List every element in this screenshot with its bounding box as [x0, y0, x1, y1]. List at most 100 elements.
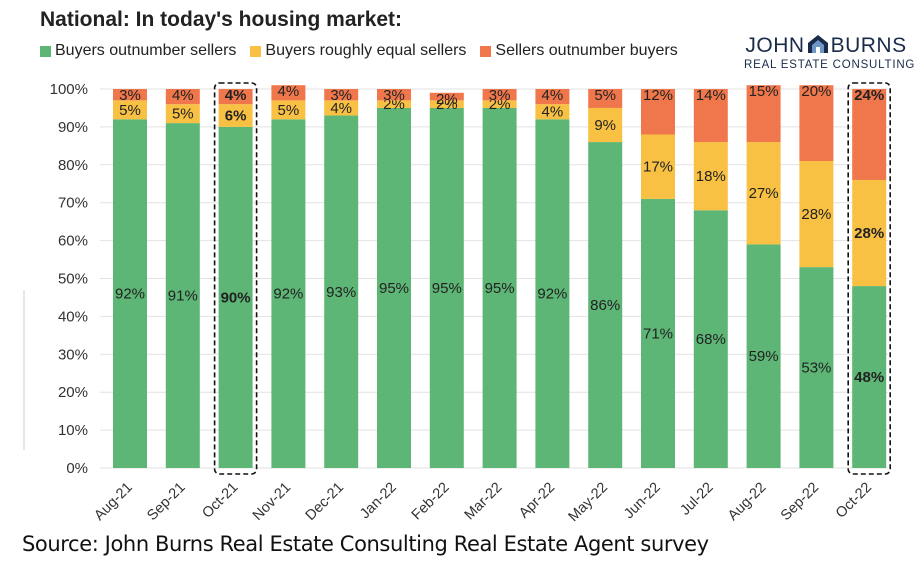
x-axis-ticks: Aug-21 Sep-21 Oct-21 Nov-21 Dec-21 Jan-22 Feb-… — [91, 480, 875, 526]
bar-segment-roughly-equal — [482, 100, 517, 108]
bar-segment-buyers-outnumber — [535, 119, 570, 468]
legend-item-buyers-outnumber: Buyers outnumber sellers — [40, 42, 236, 60]
x-tick-label: Sep-22 — [778, 480, 822, 524]
data-label: 28% — [854, 225, 884, 242]
x-tick-label: Mar-22 — [462, 480, 506, 524]
data-label: 9% — [594, 117, 616, 134]
data-label: 12% — [643, 87, 673, 104]
bar-segment-sellers-outnumber — [641, 89, 675, 135]
data-label: 3% — [489, 87, 511, 104]
data-label: 95% — [432, 280, 462, 297]
highlight-boxes — [213, 82, 892, 475]
logo-word-left: JOHN — [745, 34, 805, 57]
bar-segment-sellers-outnumber — [693, 89, 728, 143]
stacked-bar-chart: 92%5%3%91%5%4%90%6%4%92%5%4%93%4%3%95%2%… — [23, 81, 892, 526]
y-tick-label: 20% — [58, 384, 88, 401]
bar-segment-roughly-equal — [271, 100, 306, 120]
y-tick-label: 10% — [58, 422, 88, 439]
data-label: 5% — [172, 106, 194, 123]
data-label: 53% — [801, 360, 831, 377]
legend-swatch — [480, 45, 492, 57]
x-tick-label: Jan-22 — [357, 480, 400, 523]
data-label: 2% — [383, 96, 405, 113]
bar-segment-buyers-outnumber — [641, 198, 675, 468]
data-label: 28% — [801, 206, 831, 223]
data-label: 48% — [854, 369, 884, 386]
legend-label: Buyers roughly equal sellers — [265, 42, 467, 59]
legend-item-sellers-outnumber: Sellers outnumber buyers — [480, 42, 678, 60]
y-tick-label: 50% — [58, 271, 88, 288]
data-label: 95% — [379, 280, 409, 297]
bar-segment-sellers-outnumber — [218, 89, 253, 105]
data-label: 5% — [278, 102, 300, 119]
bar-segment-roughly-equal — [218, 104, 253, 127]
data-label: 6% — [225, 108, 247, 125]
bar-segment-roughly-equal — [693, 142, 728, 211]
bar-segment-sellers-outnumber — [535, 89, 570, 105]
data-label: 4% — [542, 104, 564, 121]
data-label: 92% — [273, 286, 303, 303]
legend-swatch — [40, 45, 51, 57]
data-label: 3% — [383, 87, 405, 104]
data-label: 86% — [590, 297, 620, 314]
data-label: 91% — [168, 288, 198, 305]
bar-segment-roughly-equal — [165, 104, 200, 124]
bar-segment-buyers-outnumber — [271, 119, 306, 468]
data-label: 59% — [749, 348, 779, 365]
x-tick-label: Nov-21 — [250, 480, 294, 524]
data-label: 4% — [542, 87, 564, 104]
bar-segment-sellers-outnumber — [482, 89, 517, 101]
data-label: 20% — [801, 83, 831, 100]
y-tick-label: 60% — [58, 233, 88, 250]
data-label: 95% — [485, 280, 515, 297]
data-label: 24% — [854, 87, 884, 104]
bar-segment-sellers-outnumber — [113, 89, 147, 101]
data-label: 71% — [643, 325, 673, 342]
data-label: 3% — [330, 87, 352, 104]
bar-segment-buyers-outnumber — [852, 286, 887, 468]
data-label: 2% — [489, 96, 511, 113]
bar-segment-sellers-outnumber — [746, 85, 781, 143]
data-label: 92% — [537, 286, 567, 303]
bar-segment-buyers-outnumber — [165, 123, 200, 469]
chart-title: National: In today's housing market: — [40, 8, 403, 31]
bar-segment-roughly-equal — [641, 134, 675, 199]
bar-segment-roughly-equal — [429, 100, 464, 108]
logo-tagline: REAL ESTATE CONSULTING — [744, 59, 916, 71]
bar-segment-buyers-outnumber — [588, 142, 623, 468]
bar-segment-roughly-equal — [324, 100, 359, 116]
legend: Buyers outnumber sellers Buyers roughly … — [40, 42, 678, 60]
legend-label: Buyers outnumber sellers — [55, 42, 237, 59]
bar-segment-buyers-outnumber — [113, 119, 147, 468]
highlight-box — [847, 82, 892, 475]
y-tick-label: 100% — [50, 81, 88, 98]
bar-segment-roughly-equal — [535, 104, 570, 120]
bar-segment-buyers-outnumber — [482, 107, 517, 468]
x-tick-label: Sep-21 — [144, 480, 188, 524]
bar-segment-sellers-outnumber — [324, 89, 359, 101]
bar-segment-buyers-outnumber — [218, 126, 253, 469]
bar-segment-roughly-equal — [588, 107, 623, 143]
bar-segment-buyers-outnumber — [377, 107, 411, 468]
bar-segment-buyers-outnumber — [429, 107, 464, 468]
john-burns-logo: JOHN BURNS REAL ESTATE CONSULTING — [744, 34, 916, 76]
x-tick-label: Jul-22 — [677, 480, 716, 519]
data-label: 4% — [278, 83, 300, 100]
legend-item-roughly-equal: Buyers roughly equal sellers — [250, 42, 466, 60]
x-tick-label: Oct-22 — [833, 480, 875, 522]
data-label: 92% — [115, 286, 145, 303]
legend-label: Sellers outnumber buyers — [495, 42, 678, 59]
bars: 92%5%3%91%5%4%90%6%4%92%5%4%93%4%3%95%2%… — [113, 83, 887, 469]
y-tick-label: 80% — [58, 157, 88, 174]
data-label: 5% — [594, 87, 616, 104]
legend-swatch — [250, 45, 262, 57]
bar-segment-sellers-outnumber — [588, 89, 623, 108]
y-tick-label: 90% — [58, 119, 88, 136]
data-label: 4% — [172, 87, 194, 104]
y-tick-label: 70% — [58, 195, 88, 212]
data-label: 4% — [330, 100, 352, 117]
data-label: 3% — [119, 87, 141, 104]
y-axis-ticks: 0% 10% 20% 30% 40% 50% 60% 70% 80% 90% 100% — [50, 81, 88, 477]
data-label: 27% — [749, 185, 779, 202]
data-label: 5% — [119, 102, 141, 119]
